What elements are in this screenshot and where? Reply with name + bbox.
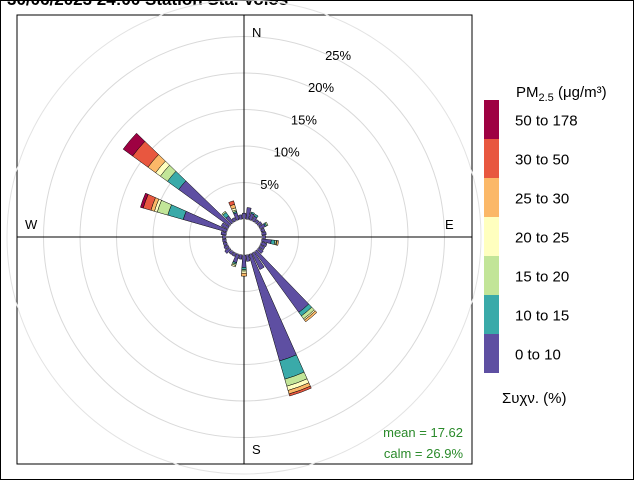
legend: PM2.5 (μg/m³) 50 to 178 30 to 50 25 to 30 2…	[484, 84, 607, 407]
rose-bar-segment	[220, 231, 227, 236]
legend-title-main: PM	[516, 84, 539, 101]
legend-swatch	[484, 295, 499, 334]
rose-bar-segment	[251, 251, 265, 270]
legend-swatch	[484, 100, 499, 139]
rose-bar-segment	[261, 235, 266, 239]
header-title: 30/06/2023 24:00 Station Sta. Volos	[7, 0, 288, 10]
legend-item-label: 15 to 20	[515, 269, 569, 286]
rose-bar-segment	[304, 310, 318, 323]
compass-label-n: N	[252, 25, 261, 40]
legend-swatch	[484, 139, 499, 178]
rose-bar-segment	[241, 270, 247, 274]
radial-tick-label: 10%	[274, 145, 300, 160]
calm-label: calm = 26.9%	[384, 446, 464, 461]
legend-swatch	[484, 334, 499, 373]
rose-bar-segment	[224, 247, 232, 254]
legend-item-label: 20 to 25	[515, 230, 569, 247]
radial-tick-label: 5%	[260, 177, 279, 192]
calm-circle	[225, 218, 263, 256]
rose-bar-segment	[230, 263, 237, 268]
rose-bar-segment	[245, 207, 252, 220]
legend-frequency-label: Συχν. (%)	[502, 390, 567, 407]
grid-ring	[6, 0, 482, 475]
rose-bar-segment	[241, 267, 247, 270]
rose-bar-segment	[140, 192, 149, 209]
compass-label-w: W	[25, 217, 38, 232]
radial-tick-label: 25%	[325, 48, 351, 63]
compass-label-s: S	[252, 442, 261, 457]
legend-item-label: 30 to 50	[515, 152, 569, 169]
rose-bar-segment	[221, 210, 227, 216]
rose-bar-segment	[288, 385, 312, 397]
rose-bar-segment	[256, 221, 263, 227]
rose-bar-segment	[122, 132, 146, 157]
rose-bar-segment	[222, 235, 227, 239]
legend-items: 50 to 178 30 to 50 25 to 30 20 to 25 15 to 2…	[484, 100, 578, 373]
radial-tick-label: 20%	[308, 80, 334, 95]
rose-bar-segment	[238, 254, 243, 260]
legend-title: PM2.5 (μg/m³)	[516, 84, 607, 104]
rose-bar-segment	[241, 254, 247, 268]
legend-item-label: 0 to 10	[515, 347, 561, 364]
compass-label-e: E	[445, 217, 454, 232]
legend-swatch	[484, 178, 499, 217]
legend-title-sub: 2.5	[539, 92, 554, 104]
legend-title-unit: (μg/m³)	[554, 84, 607, 101]
calm-circle-ring	[225, 218, 263, 256]
rose-bar-segment	[250, 211, 255, 215]
rose-bar-segment	[228, 200, 235, 207]
rose-bar-segment	[253, 213, 259, 219]
rose-bar-segment	[264, 221, 269, 227]
radial-tick-label: 15%	[291, 112, 317, 127]
legend-item-label: 10 to 15	[515, 308, 569, 325]
rose-bar-segment	[223, 244, 230, 250]
legend-item-label: 25 to 30	[515, 191, 569, 208]
rose-bar-segment	[242, 212, 246, 220]
legend-item-label: 50 to 178	[515, 113, 578, 130]
radial-tick-labels: 5% 10% 15% 20% 25%	[260, 48, 351, 192]
compass-axes	[17, 15, 472, 464]
rose-bar-segment	[276, 240, 279, 246]
rose-bar-segment	[231, 217, 237, 223]
legend-swatch	[484, 256, 499, 295]
legend-swatch	[484, 217, 499, 256]
rose-bar-segment	[241, 272, 247, 277]
rose-bars	[122, 132, 318, 397]
mean-label: mean = 17.62	[383, 425, 463, 440]
